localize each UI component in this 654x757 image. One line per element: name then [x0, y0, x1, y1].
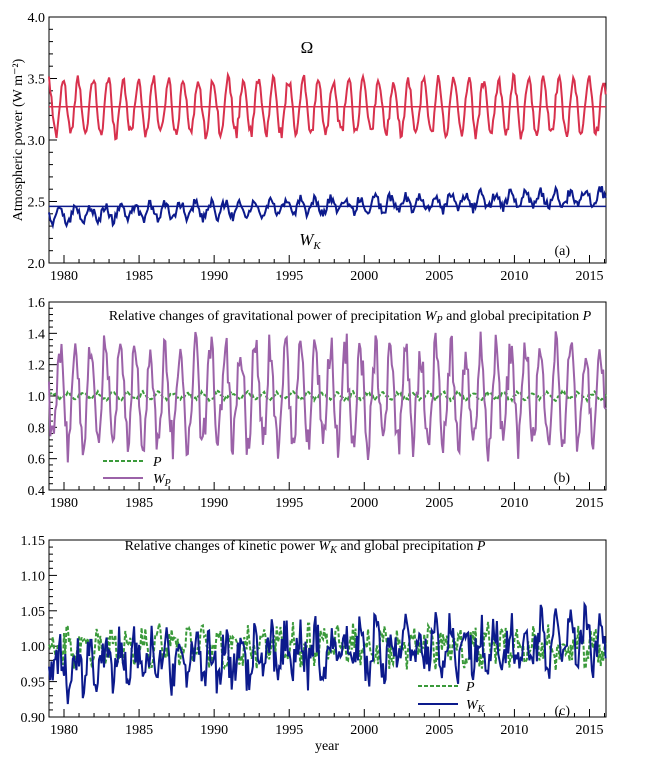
y-tick-label: 0.6	[28, 453, 46, 468]
y-tick-label: 0.95	[21, 676, 46, 691]
panel-b-title: Relative changes of gravitational power …	[109, 309, 592, 326]
x-tick-label: 1990	[200, 496, 228, 511]
legend-c-p-label: P	[465, 680, 475, 695]
x-tick-label: 2010	[500, 723, 528, 738]
panel-c: Relative changes of kinetic power WK and…	[21, 534, 607, 754]
y-tick-label: 1.10	[21, 569, 46, 584]
x-tick-label: 2005	[425, 723, 453, 738]
panel-c-label: (c)	[554, 704, 570, 719]
x-tick-label: 2005	[425, 269, 453, 284]
panel-c-title: Relative changes of kinetic power WK and…	[125, 539, 486, 556]
series-line	[48, 71, 607, 141]
omega-series-label: Ω	[301, 38, 314, 57]
panel-c-frame	[48, 539, 607, 718]
legend-c-wk-label: WK	[466, 698, 486, 715]
x-tick-label: 1980	[50, 723, 78, 738]
x-tick-label: 2010	[500, 269, 528, 284]
x-tick-label: 2015	[575, 496, 603, 511]
series-line	[48, 184, 607, 230]
y-tick-label: 1.4	[28, 327, 46, 342]
y-tick-label: 0.90	[21, 711, 46, 726]
legend-p-label: P	[152, 455, 162, 470]
x-tick-label: 2005	[425, 496, 453, 511]
x-tick-label: 1995	[275, 723, 303, 738]
series-line	[48, 600, 607, 705]
y-tick-label: 3.5	[28, 73, 46, 88]
x-tick-label: 2015	[575, 723, 603, 738]
y-tick-label: 1.05	[21, 605, 46, 620]
x-tick-label: 2000	[350, 269, 378, 284]
y-tick-label: 2.5	[28, 196, 46, 211]
x-tick-label: 1985	[125, 269, 153, 284]
x-tick-label: 1985	[125, 723, 153, 738]
y-tick-label: 1.15	[21, 534, 46, 549]
x-tick-label: 1995	[275, 269, 303, 284]
panel-a-frame	[48, 16, 607, 264]
y-tick-label: 1.2	[28, 359, 46, 374]
x-tick-label: 1995	[275, 496, 303, 511]
legend-wp-label: WP	[153, 472, 171, 489]
panel-a: Atmospheric power (W m⁻²) Ω WK (a) 2.0 2.…	[11, 11, 607, 284]
y-tick-label: 1.6	[28, 296, 46, 311]
x-tick-label: 2000	[350, 496, 378, 511]
x-tick-label: 1980	[50, 269, 78, 284]
x-tick-label: 1985	[125, 496, 153, 511]
panel-b-label: (b)	[554, 471, 571, 486]
x-tick-label: 1990	[200, 269, 228, 284]
panel-b: Relative changes of gravitational power …	[28, 296, 607, 511]
y-tick-label: 1.0	[28, 390, 46, 405]
y-tick-label: 4.0	[28, 11, 46, 26]
y-tick-label: 1.00	[21, 640, 46, 655]
y-tick-label: 0.8	[28, 421, 46, 436]
y-tick-label: 0.4	[28, 484, 46, 499]
panel-a-label: (a)	[554, 244, 570, 259]
x-tick-label: 1980	[50, 496, 78, 511]
wk-series-label: WK	[299, 230, 321, 252]
x-tick-label: 2015	[575, 269, 603, 284]
x-tick-label: 2010	[500, 496, 528, 511]
y-tick-label: 3.0	[28, 134, 46, 149]
x-tick-label: 1990	[200, 723, 228, 738]
x-tick-label: 2000	[350, 723, 378, 738]
panel-a-ylabel: Atmospheric power (W m⁻²)	[11, 58, 26, 221]
series-line	[48, 331, 607, 463]
y-tick-label: 2.0	[28, 257, 46, 272]
x-axis-label: year	[315, 739, 339, 754]
